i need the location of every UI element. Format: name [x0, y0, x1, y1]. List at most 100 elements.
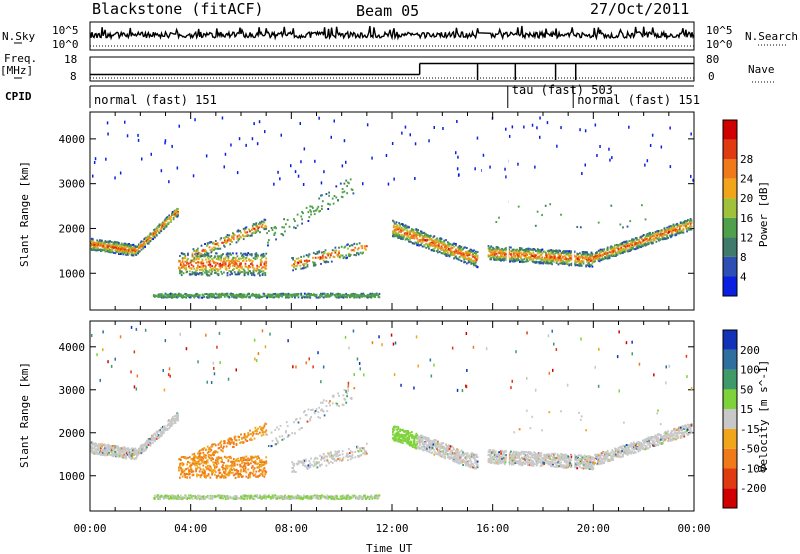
velocity-echo-cell [214, 469, 216, 472]
power-echo-cell [175, 209, 178, 212]
power-echo-cell [641, 244, 643, 247]
power-echo-cell [200, 252, 203, 255]
power-echo-cell [687, 223, 689, 226]
power-echo-cell [218, 255, 221, 258]
power-echo-cell [166, 296, 169, 299]
power-echo-cell [138, 250, 141, 253]
power-echo-cell [448, 255, 451, 258]
power-echo-cell [243, 229, 246, 232]
power-echo-cell [455, 250, 458, 253]
velocity-echo-cell [205, 466, 208, 469]
power-echo-cell [280, 292, 283, 295]
velocity-echo-cell [245, 471, 248, 474]
velocity-echo-cell [192, 470, 195, 473]
velocity-echo-cell [207, 467, 210, 470]
power-echo-cell [545, 254, 548, 257]
power-echo-cell [227, 255, 230, 258]
power-echo-cell [347, 247, 349, 250]
power-echo-cell [690, 228, 693, 231]
power-echo-cell [416, 237, 419, 240]
power-echo-cell [182, 265, 185, 268]
power-echo-cell [351, 244, 354, 247]
velocity-echo-cell [185, 457, 188, 460]
power-echo-cell [321, 254, 324, 257]
power-echo-cell [230, 293, 232, 296]
power-echo-cell [398, 222, 401, 225]
velocity-echo-cell [111, 454, 114, 457]
power-echo-cell [606, 254, 609, 257]
power-echo-cell [214, 261, 217, 264]
velocity-echo-cell [221, 461, 223, 463]
power-echo-cell [197, 295, 200, 298]
velocity-echo-cell [111, 448, 114, 450]
velocity-echo-cell [91, 447, 94, 450]
power-echo-cell [452, 253, 455, 256]
power-echo-cell [610, 251, 613, 254]
power-echo-cell [176, 209, 179, 212]
velocity-echo-cell [202, 451, 205, 454]
power-echo-cell [423, 244, 426, 247]
power-echo-cell [217, 273, 220, 276]
velocity-echo-cell [202, 468, 205, 471]
power-echo-cell [393, 222, 396, 225]
power-echo-cell [257, 294, 259, 297]
power-echo-cell [365, 245, 368, 248]
power-echo-cell [265, 295, 268, 298]
velocity-echo-cell [146, 444, 148, 447]
velocity-echo-cell [118, 447, 120, 450]
power-echo-cell [256, 257, 259, 260]
power-echo-cell [205, 261, 208, 264]
power-echo-cell [239, 271, 241, 274]
power-echo-cell [179, 270, 182, 273]
power-echo-cell [593, 260, 596, 263]
power-echo-cell [214, 268, 217, 271]
power-sparse-echo [482, 153, 485, 157]
power-echo-cell [579, 252, 581, 255]
power-echo-cell [134, 247, 137, 250]
velocity-echo-cell [256, 463, 259, 466]
power-sparse-echo [523, 125, 525, 129]
velocity-echo-cell [122, 448, 125, 451]
velocity-echo-cell [155, 437, 158, 440]
power-echo-cell [573, 255, 576, 258]
power-echo-cell [202, 254, 205, 256]
power-sparse-echo [171, 144, 173, 148]
power-echo-cell [453, 242, 455, 245]
power-echo-cell [198, 294, 201, 297]
power-echo-cell [355, 254, 357, 257]
power-echo-cell [345, 179, 348, 182]
velocity-echo-cell [166, 428, 169, 431]
power-echo-cell [353, 249, 356, 252]
power-echo-cell [420, 241, 423, 244]
velocity-echo-cell [242, 469, 245, 472]
power-echo-cell [668, 231, 670, 234]
power-echo-cell [263, 255, 266, 257]
power-echo-cell [306, 260, 309, 263]
power-echo-cell [213, 293, 215, 296]
power-sparse-echo [221, 116, 224, 120]
power-echo-cell [490, 248, 493, 251]
velocity-echo-cell [97, 444, 99, 447]
power-echo-cell [588, 262, 590, 265]
power-echo-cell [119, 253, 122, 255]
power-echo-cell [430, 249, 433, 251]
power-echo-cell [489, 247, 492, 250]
power-echo-cell [315, 296, 318, 299]
power-echo-cell [643, 243, 646, 246]
power-echo-cell [525, 252, 528, 255]
power-echo-cell [447, 254, 450, 257]
power-echo-cell [235, 241, 238, 244]
velocity-echo-cell [252, 469, 255, 471]
power-echo-cell [538, 249, 541, 252]
power-echo-cell [405, 225, 408, 228]
power-echo-cell [439, 240, 442, 243]
power-echo-cell [410, 240, 412, 243]
power-echo-cell [690, 221, 693, 223]
power-echo-cell [490, 258, 493, 261]
velocity-echo-cell [138, 451, 141, 453]
power-echo-cell [535, 254, 537, 257]
velocity-echo-cell [119, 450, 122, 453]
velocity-echo-cell [181, 471, 184, 473]
power-echo-cell [111, 244, 114, 247]
power-echo-cell [260, 220, 263, 223]
